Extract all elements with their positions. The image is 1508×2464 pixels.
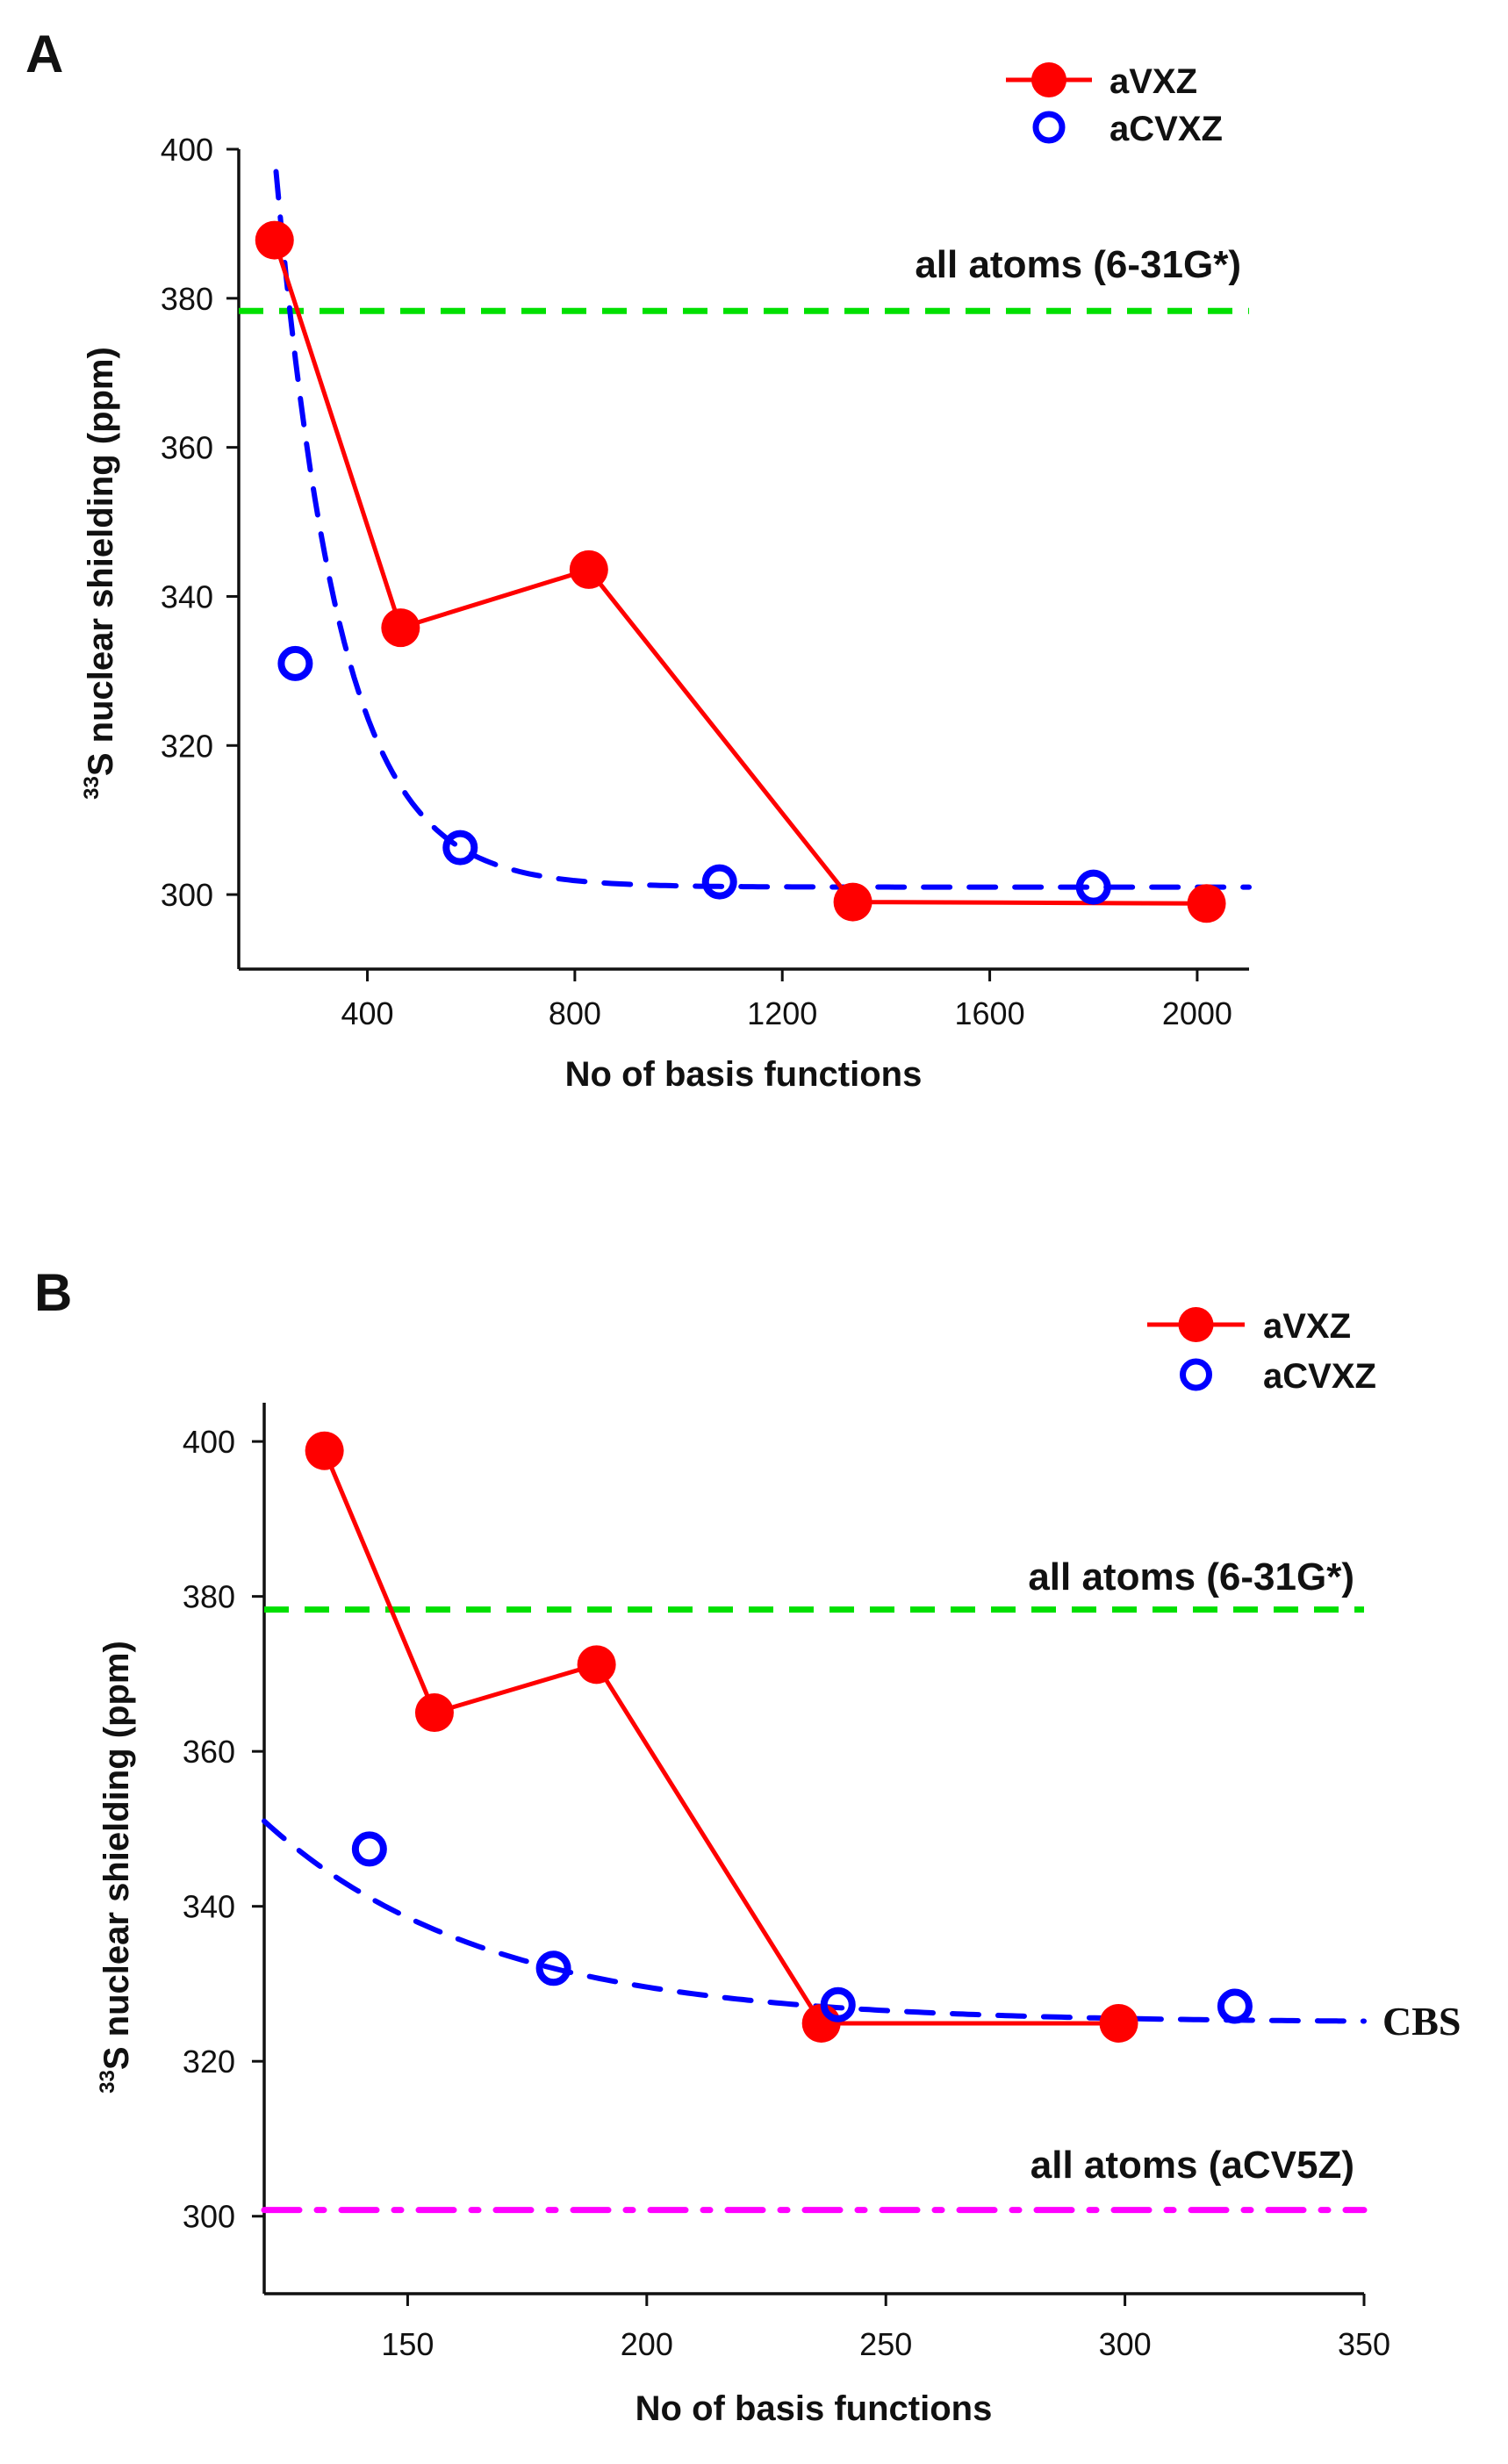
data-point-acvxz — [701, 864, 737, 900]
y-tick-label: 380 — [183, 1579, 235, 1615]
y-axis-label: 33S nuclear shielding (ppm) — [96, 1641, 136, 2094]
y-tick-label: 320 — [183, 2044, 235, 2080]
x-axis-label: No of basis functions — [565, 1055, 923, 1094]
y-tick-label: 360 — [183, 1734, 235, 1770]
x-tick-label: 400 — [341, 995, 393, 1031]
legend-marker-acvxz — [1032, 111, 1066, 144]
legend-label: aVXZ — [1109, 62, 1197, 101]
data-point-acvxz — [442, 830, 478, 866]
x-tick-label: 250 — [859, 2326, 912, 2362]
data-point-avxz — [381, 608, 420, 648]
reference-line-label: all atoms (aCV5Z) — [1030, 2144, 1354, 2187]
reference-line-label: all atoms (6-31G*) — [1028, 1555, 1354, 1598]
data-point-acvxz — [351, 1831, 387, 1867]
data-point-avxz — [305, 1431, 344, 1470]
legend-marker-avxz — [1031, 62, 1066, 97]
legend-marker-acvxz — [1180, 1358, 1212, 1391]
x-axis-label: No of basis functions — [636, 2389, 993, 2428]
panel-label: B — [34, 1263, 72, 1322]
y-axis-label: 33S nuclear shielding (ppm) — [80, 347, 120, 800]
y-tick-label: 400 — [161, 132, 213, 168]
fit-curve — [273, 169, 1252, 890]
data-point-avxz — [1099, 2003, 1138, 2043]
data-point-acvxz — [535, 1950, 571, 1986]
data-point-avxz — [833, 882, 872, 922]
data-point-acvxz — [1075, 869, 1111, 905]
y-tick-label: 300 — [161, 877, 213, 913]
x-tick-label: 1200 — [747, 995, 817, 1031]
series-line-avxz — [322, 1449, 1119, 2026]
y-tick-label: 300 — [183, 2199, 235, 2235]
panel-a: A 300 320 340 360 380 400 400 800 1200 1600 2000 No … — [25, 25, 1252, 1094]
fit-curve — [262, 1818, 1367, 2024]
x-tick-label: 300 — [1099, 2326, 1152, 2362]
legend-marker-avxz — [1178, 1307, 1214, 1342]
legend-label: aVXZ — [1263, 1307, 1351, 1346]
data-point-avxz — [577, 1645, 616, 1685]
y-tick-label: 380 — [161, 281, 213, 317]
data-point-avxz — [414, 1693, 454, 1733]
x-tick-label: 2000 — [1162, 995, 1232, 1031]
reference-line-label: all atoms (6-31G*) — [915, 243, 1241, 286]
x-tick-label: 200 — [621, 2326, 673, 2362]
y-tick-label: 320 — [161, 728, 213, 764]
data-point-acvxz — [820, 1986, 856, 2022]
panel-b: B 300 320 340 360 380 400 150 200 250 300 350 No of … — [34, 1263, 1461, 2428]
data-point-acvxz — [277, 645, 313, 681]
y-axis-label-superscript: 33 — [96, 2070, 119, 2094]
x-tick-label: 150 — [381, 2326, 434, 2362]
y-axis-label-superscript: 33 — [80, 776, 104, 800]
y-tick-label: 360 — [161, 430, 213, 466]
x-tick-label: 1600 — [955, 995, 1025, 1031]
y-axis-label-text: S nuclear shielding (ppm) — [82, 347, 120, 776]
y-tick-label: 400 — [183, 1424, 235, 1460]
x-tick-label: 350 — [1338, 2326, 1390, 2362]
data-point-avxz — [255, 220, 294, 260]
data-point-avxz — [569, 550, 608, 589]
cbs-label: CBS — [1382, 1999, 1461, 2044]
data-point-avxz — [1187, 884, 1226, 923]
y-axis-label-text: S nuclear shielding (ppm) — [97, 1641, 136, 2070]
y-tick-label: 340 — [161, 578, 213, 614]
panel-label: A — [25, 25, 63, 83]
y-tick-label: 340 — [183, 1889, 235, 1925]
legend-label: aCVXZ — [1109, 110, 1223, 148]
data-point-acvxz — [1217, 1988, 1253, 2024]
legend-label: aCVXZ — [1263, 1357, 1376, 1396]
x-tick-label: 800 — [549, 995, 601, 1031]
legend: aVXZ aCVXZ — [1006, 62, 1223, 148]
legend: aVXZ aCVXZ — [1147, 1307, 1376, 1396]
